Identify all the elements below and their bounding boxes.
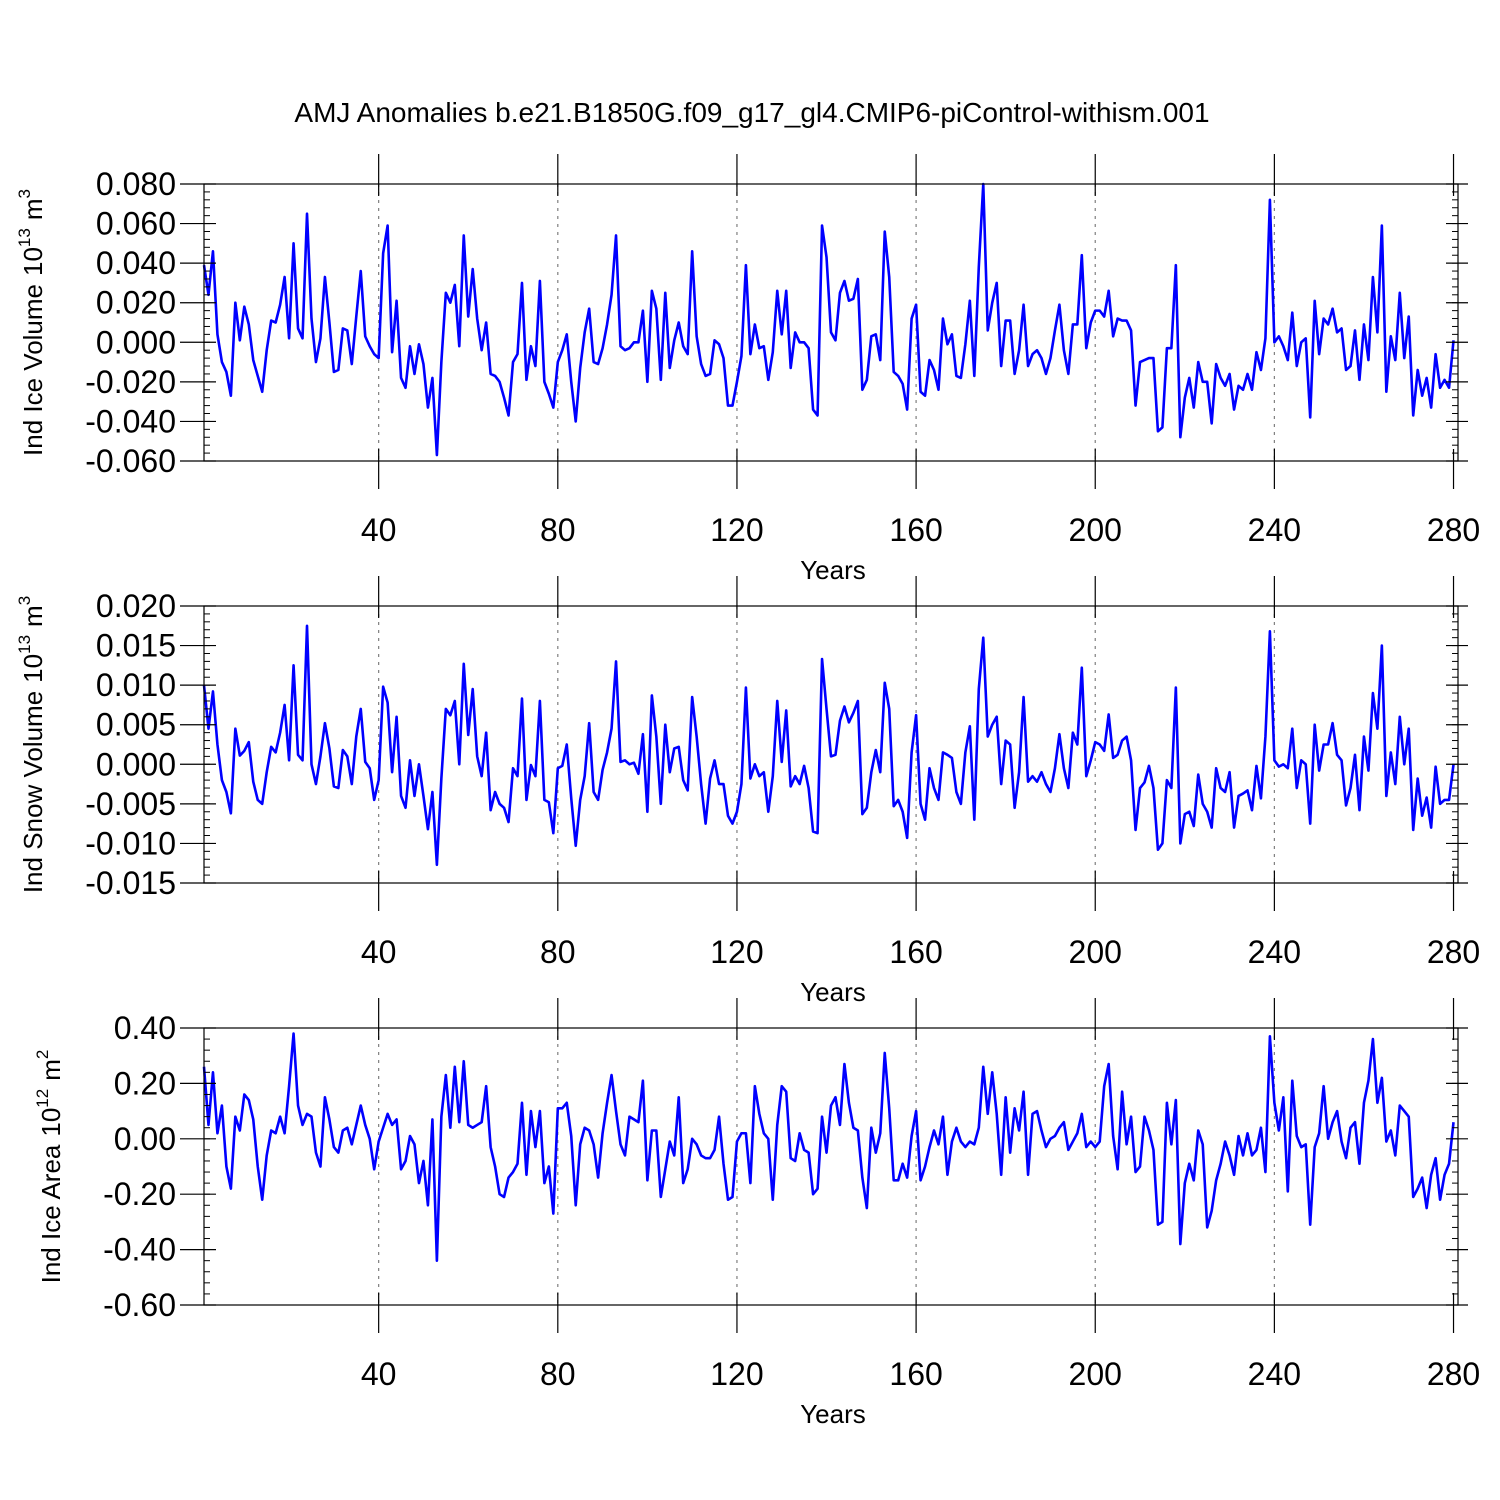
y-axis-title-part: Ind Ice Area [36, 1144, 66, 1283]
chart-title: AMJ Anomalies b.e21.B1850G.f09_g17_gl4.C… [294, 97, 1209, 128]
y-axis-title-part: 10 [36, 1108, 66, 1137]
y-tick-label: 0.40 [114, 1010, 176, 1046]
x-axis-title: Years [800, 555, 866, 585]
x-tick-label: 80 [540, 512, 576, 548]
x-tick-label: 240 [1248, 512, 1301, 548]
y-axis-title-part: Ind Ice Volume [18, 284, 48, 456]
y-tick-label: -0.010 [85, 825, 176, 861]
y-tick-label: 0.000 [96, 746, 176, 782]
y-tick-label: 0.00 [114, 1121, 176, 1157]
y-axis-title-part: 3 [15, 189, 34, 198]
y-axis-title-part: m [18, 605, 48, 627]
x-axis-title: Years [800, 1399, 866, 1429]
data-line-ice-area [202, 1032, 1455, 1262]
x-tick-label: 200 [1069, 1356, 1122, 1392]
panels: -0.060-0.040-0.0200.0000.0200.0400.0600.… [15, 154, 1480, 1429]
y-axis-title: Ind Ice Volume 1013 m3 [15, 189, 48, 456]
y-tick-label: 0.000 [96, 324, 176, 360]
x-tick-label: 200 [1069, 934, 1122, 970]
x-tick-label: 40 [361, 934, 397, 970]
y-tick-label: -0.060 [85, 443, 176, 479]
y-tick-label: 0.020 [96, 285, 176, 321]
x-tick-label: 240 [1248, 934, 1301, 970]
y-axis-title-part: 10 [18, 654, 48, 683]
y-axis-title-part: Ind Snow Volume [18, 691, 48, 893]
x-tick-label: 160 [889, 934, 942, 970]
y-tick-label: -0.20 [103, 1176, 176, 1212]
y-axis-title-part: 3 [15, 596, 34, 605]
x-tick-label: 280 [1427, 934, 1480, 970]
y-axis-title: Ind Snow Volume 1013 m3 [15, 596, 48, 893]
y-axis-title-part: 13 [15, 228, 34, 247]
y-axis-title-part: m [36, 1059, 66, 1081]
y-tick-label: 0.010 [96, 667, 176, 703]
y-tick-label: -0.40 [103, 1232, 176, 1268]
panel-ice-area: -0.60 -0.40 -0.20 0.00 0.20 0.40 40 80 120 160 200… [33, 998, 1480, 1429]
y-tick-label: 0.020 [96, 588, 176, 624]
y-axis-title-part: 12 [33, 1089, 52, 1108]
y-axis-title-part: 13 [15, 635, 34, 654]
x-tick-label: 120 [710, 1356, 763, 1392]
x-tick-label: 280 [1427, 1356, 1480, 1392]
y-tick-label: 0.20 [114, 1065, 176, 1101]
y-axis-title-part: m [18, 198, 48, 220]
x-tick-label: 80 [540, 1356, 576, 1392]
x-tick-label: 40 [361, 1356, 397, 1392]
x-tick-label: 120 [710, 512, 763, 548]
y-tick-label: 0.005 [96, 707, 176, 743]
x-tick-label: 160 [889, 1356, 942, 1392]
y-tick-label: 0.040 [96, 245, 176, 281]
plot-frame [203, 605, 1459, 884]
x-tick-label: 200 [1069, 512, 1122, 548]
y-tick-label: -0.005 [85, 786, 176, 822]
y-axis-title-part: 10 [18, 247, 48, 276]
y-tick-label: -0.040 [85, 403, 176, 439]
y-tick-label: 0.060 [96, 206, 176, 242]
y-axis-title: Ind Ice Area 1012 m2 [33, 1050, 66, 1284]
data-line-ice-volume [202, 182, 1455, 457]
x-tick-label: 40 [361, 512, 397, 548]
x-tick-label: 160 [889, 512, 942, 548]
plot-frame [203, 183, 1459, 462]
y-tick-label: -0.015 [85, 865, 176, 901]
x-tick-label: 120 [710, 934, 763, 970]
data-line-snow-volume [202, 624, 1455, 867]
y-tick-label: 0.015 [96, 628, 176, 664]
x-tick-label: 280 [1427, 512, 1480, 548]
x-axis-title: Years [800, 977, 866, 1007]
y-axis-title-part: 2 [33, 1050, 52, 1059]
y-tick-label: -0.60 [103, 1287, 176, 1323]
y-tick-label: -0.020 [85, 364, 176, 400]
x-tick-label: 240 [1248, 1356, 1301, 1392]
plot-frame [203, 1027, 1459, 1306]
x-tick-label: 80 [540, 934, 576, 970]
y-tick-label: 0.080 [96, 166, 176, 202]
